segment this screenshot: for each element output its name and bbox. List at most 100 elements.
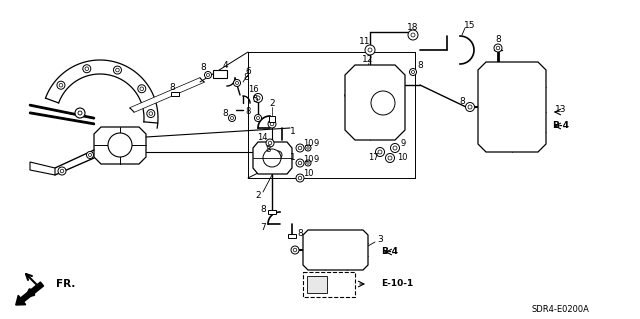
Text: 1: 1 [290,128,296,137]
Circle shape [408,30,418,40]
Circle shape [385,153,394,162]
Circle shape [378,150,382,154]
Text: 14: 14 [257,133,268,143]
Text: 8: 8 [266,145,271,154]
Circle shape [298,176,302,180]
Circle shape [411,33,415,37]
Text: 18: 18 [407,23,419,32]
Text: 4: 4 [222,62,228,70]
Circle shape [296,159,304,167]
Text: 16: 16 [248,85,259,94]
Circle shape [236,81,239,85]
Circle shape [234,79,241,86]
Circle shape [86,152,93,159]
Circle shape [266,139,274,147]
Circle shape [108,133,132,157]
Circle shape [296,144,304,152]
Circle shape [291,246,299,254]
Circle shape [376,147,385,157]
Circle shape [296,174,304,182]
Circle shape [305,160,311,166]
Circle shape [368,48,372,52]
Circle shape [412,70,415,73]
Circle shape [268,120,276,128]
Text: 9: 9 [314,154,319,164]
Circle shape [268,141,272,145]
Text: B-4: B-4 [381,248,399,256]
Circle shape [57,81,65,89]
Circle shape [263,149,281,167]
Text: 10: 10 [303,154,313,164]
Polygon shape [478,62,546,152]
Text: 8: 8 [222,108,228,117]
Circle shape [410,69,417,76]
Circle shape [307,162,309,164]
Text: 8: 8 [417,62,423,70]
Text: 2: 2 [255,190,261,199]
Circle shape [256,96,260,100]
Text: 3: 3 [377,235,383,244]
Text: 12: 12 [362,56,374,64]
Circle shape [113,66,122,74]
Polygon shape [94,127,146,164]
Text: 10: 10 [303,139,313,149]
Circle shape [298,146,302,150]
Text: E-10-1: E-10-1 [381,279,413,288]
Text: 8: 8 [243,72,249,81]
Circle shape [116,68,119,72]
Text: 8: 8 [297,228,303,238]
Bar [307,276,327,293]
Text: 15: 15 [464,20,476,29]
Circle shape [468,105,472,109]
Circle shape [270,122,274,126]
Polygon shape [30,162,55,175]
Text: 10: 10 [397,153,407,162]
Circle shape [257,116,259,120]
Text: 5: 5 [252,95,258,105]
Circle shape [274,151,282,159]
Circle shape [83,65,91,73]
Circle shape [58,167,66,175]
Circle shape [140,87,143,91]
Circle shape [293,248,297,252]
Circle shape [78,111,82,115]
Polygon shape [303,230,368,270]
Polygon shape [30,106,94,123]
Circle shape [75,108,85,118]
Circle shape [85,67,88,70]
Text: 8: 8 [245,108,251,116]
Text: FR.: FR. [56,279,76,289]
Circle shape [494,44,502,52]
Circle shape [255,115,262,122]
Circle shape [276,153,280,157]
Circle shape [371,91,395,115]
Text: 8: 8 [495,35,501,44]
Circle shape [228,115,236,122]
Circle shape [307,147,309,149]
Bar [171,92,179,96]
Circle shape [388,156,392,160]
Circle shape [230,116,234,120]
Polygon shape [345,65,405,140]
Bar [268,210,276,214]
Bar [288,234,296,238]
Circle shape [205,71,211,78]
Text: 9: 9 [401,138,406,147]
Text: 7: 7 [260,224,266,233]
Circle shape [60,169,64,173]
Text: 11: 11 [359,38,371,47]
Text: 8: 8 [169,84,175,93]
Text: 9: 9 [314,139,319,149]
Text: SDR4-E0200A: SDR4-E0200A [531,306,589,315]
Text: 10: 10 [303,169,313,179]
Circle shape [149,112,152,115]
Circle shape [147,109,155,118]
Circle shape [59,83,63,87]
Circle shape [390,144,399,152]
Polygon shape [253,142,292,174]
Circle shape [305,145,311,151]
Text: 8: 8 [260,205,266,214]
FancyArrow shape [16,282,44,305]
Text: 1: 1 [290,152,296,161]
Text: 8: 8 [459,98,465,107]
